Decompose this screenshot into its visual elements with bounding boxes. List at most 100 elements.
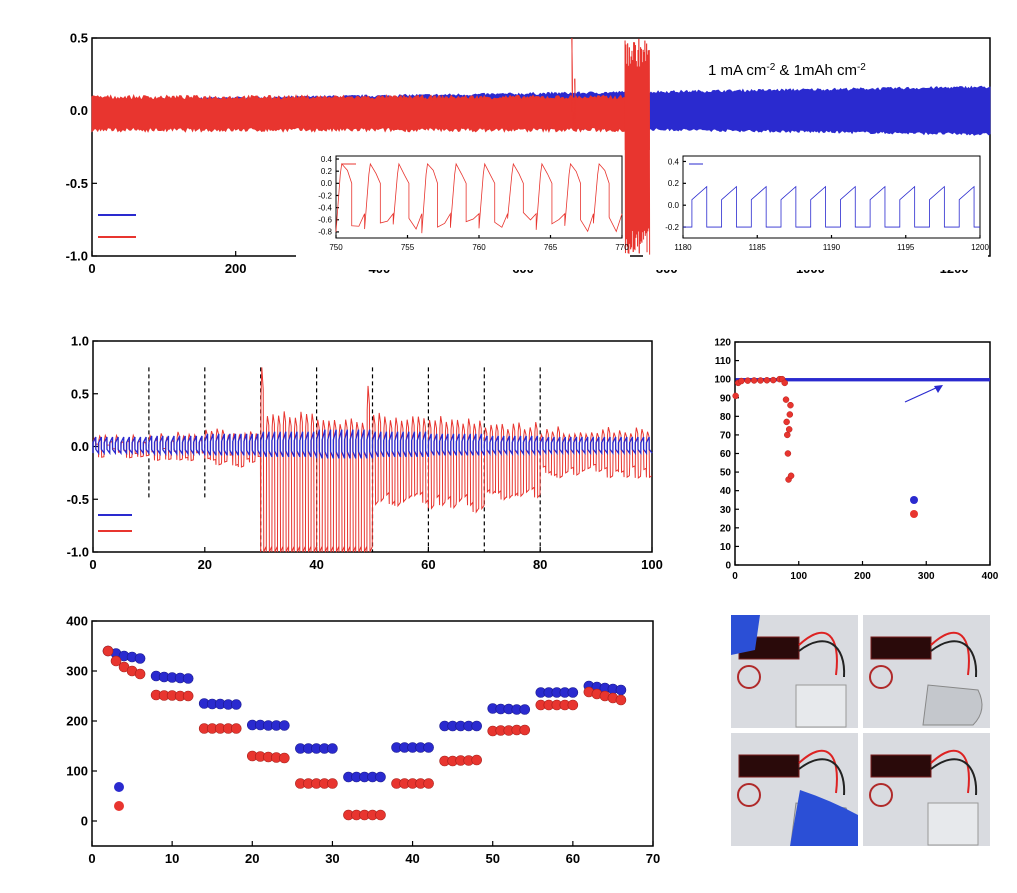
y-tick-label: -0.4 bbox=[318, 203, 332, 212]
series-pam-point bbox=[757, 377, 764, 384]
photo-panel-e bbox=[731, 615, 990, 846]
y-tick-label: 60 bbox=[720, 449, 732, 460]
y-tick-label: 200 bbox=[66, 714, 88, 729]
series-pam-point bbox=[785, 426, 793, 433]
y-tick-label: 80 bbox=[720, 412, 732, 423]
red-wire bbox=[930, 749, 970, 794]
y-tick-label: 0.2 bbox=[668, 179, 680, 188]
series-pamcs-point bbox=[134, 653, 146, 664]
led-display bbox=[738, 754, 800, 778]
chart-a: 020040060080010001200-1.0-0.50.00.51 mA … bbox=[66, 31, 991, 276]
y-tick-label: -0.5 bbox=[67, 492, 89, 507]
legend-swatch-pamcs bbox=[114, 782, 124, 792]
red-wire bbox=[930, 631, 970, 676]
x-tick-label: 0 bbox=[89, 557, 96, 572]
y-tick-label: 0.0 bbox=[71, 439, 89, 454]
y-tick-label: 0.4 bbox=[668, 157, 680, 166]
y-tick-label: -0.8 bbox=[318, 228, 332, 237]
x-tick-label: 80 bbox=[533, 557, 547, 572]
series-pam-point bbox=[744, 377, 751, 384]
series-pam-point bbox=[786, 411, 794, 418]
y-tick-label: 0 bbox=[81, 814, 88, 829]
x-tick-label: 1200 bbox=[971, 243, 989, 252]
legend-swatch-pamcs bbox=[910, 496, 918, 504]
series-pam-envelope bbox=[91, 93, 649, 134]
y-tick-label: 110 bbox=[715, 356, 732, 367]
series-pam-point bbox=[770, 376, 777, 384]
x-tick-label: 765 bbox=[544, 243, 558, 252]
y-tick-label: 1.0 bbox=[71, 334, 89, 349]
university-seal bbox=[869, 665, 893, 689]
x-tick-label: 0 bbox=[732, 571, 738, 582]
series-pam-point bbox=[763, 377, 771, 384]
x-tick-label: 755 bbox=[401, 243, 415, 252]
inset-0: 750 755 760 765 770 -0.8 -0.6 -0.4 -0.2 0.0 0.2 0.4 bbox=[318, 155, 629, 252]
x-tick-label: 50 bbox=[485, 851, 499, 866]
x-tick-label: 750 bbox=[329, 243, 343, 252]
y-tick-label: -1.0 bbox=[67, 545, 89, 560]
x-tick-label: 770 bbox=[615, 243, 629, 252]
y-tick-label: 0.0 bbox=[668, 201, 680, 210]
x-tick-label: 1195 bbox=[897, 243, 915, 252]
y-tick-label: -0.2 bbox=[318, 191, 332, 200]
y-tick-label: 0.0 bbox=[70, 103, 88, 118]
university-seal bbox=[737, 665, 761, 689]
led-display bbox=[870, 754, 932, 778]
red-wire bbox=[798, 631, 838, 676]
x-tick-label: 760 bbox=[472, 243, 486, 252]
series-pam-line bbox=[92, 367, 653, 553]
chart-b: 0 20 40 60 80 100 -1.0 -0.5 0.0 0.5 1.0 bbox=[67, 334, 663, 572]
series-pam-point bbox=[279, 752, 290, 764]
y-tick-label: 400 bbox=[66, 614, 88, 629]
series-pam-point bbox=[750, 377, 758, 384]
chart-c: 0 100 200 300 400 0 10 20 30 40 50 60 70 80 90 100 110 12… bbox=[714, 338, 998, 583]
y-tick-label: 120 bbox=[714, 338, 731, 349]
chart-c-frame bbox=[734, 341, 991, 566]
inset-series-line bbox=[335, 162, 623, 234]
series-pam-point bbox=[230, 723, 242, 734]
black-wire bbox=[930, 640, 978, 678]
series-pam-point bbox=[783, 418, 790, 426]
chart-d: 0 10 20 30 40 50 60 70 0 100 200 300 400 bbox=[66, 614, 660, 866]
university-seal bbox=[737, 783, 761, 807]
x-tick-label: 20 bbox=[198, 557, 212, 572]
y-tick-label: 90 bbox=[720, 393, 732, 404]
annotation-a: 1 mA cm-2 & 1mAh cm-2 bbox=[708, 62, 866, 80]
series-pam-point bbox=[787, 401, 794, 409]
inset-bg-1 bbox=[643, 150, 988, 270]
battery-pouch bbox=[922, 684, 983, 726]
x-tick-label: 100 bbox=[790, 571, 807, 582]
chart-d-frame bbox=[91, 620, 654, 847]
photo-e2 bbox=[863, 615, 990, 728]
legend-swatch-pam bbox=[114, 801, 124, 811]
series-pam-point bbox=[782, 396, 790, 403]
series-pam-point bbox=[519, 724, 531, 736]
y-tick-label: 0.0 bbox=[321, 179, 333, 188]
x-tick-label: 200 bbox=[225, 261, 247, 276]
x-tick-label: 0 bbox=[88, 261, 95, 276]
series-pam-point bbox=[784, 431, 791, 439]
y-tick-label: 0 bbox=[725, 561, 731, 572]
y-tick-label: 30 bbox=[720, 505, 732, 516]
y-tick-label: 40 bbox=[720, 486, 732, 497]
x-tick-label: 70 bbox=[646, 851, 660, 866]
led-display bbox=[870, 636, 932, 660]
y-tick-label: 300 bbox=[66, 664, 88, 679]
series-pamcs-point bbox=[615, 684, 627, 696]
x-tick-label: 1185 bbox=[749, 243, 767, 252]
inset-1: 1180 1185 1190 1195 1200 -0.2 0.0 0.2 0.4 bbox=[665, 155, 989, 252]
series-pamcs-point bbox=[375, 771, 386, 783]
y-tick-label: 50 bbox=[720, 468, 732, 479]
x-tick-label: 60 bbox=[421, 557, 435, 572]
y-tick-label: -0.5 bbox=[66, 176, 88, 191]
series-pam-point bbox=[615, 694, 627, 706]
black-wire bbox=[798, 640, 846, 678]
x-tick-label: 30 bbox=[325, 851, 339, 866]
x-tick-label: 200 bbox=[854, 571, 871, 582]
y-tick-label: 100 bbox=[66, 764, 88, 779]
x-tick-label: 40 bbox=[309, 557, 323, 572]
y-tick-label: 0.5 bbox=[70, 31, 88, 46]
x-tick-label: 400 bbox=[982, 571, 999, 582]
series-pam-point bbox=[134, 668, 146, 680]
